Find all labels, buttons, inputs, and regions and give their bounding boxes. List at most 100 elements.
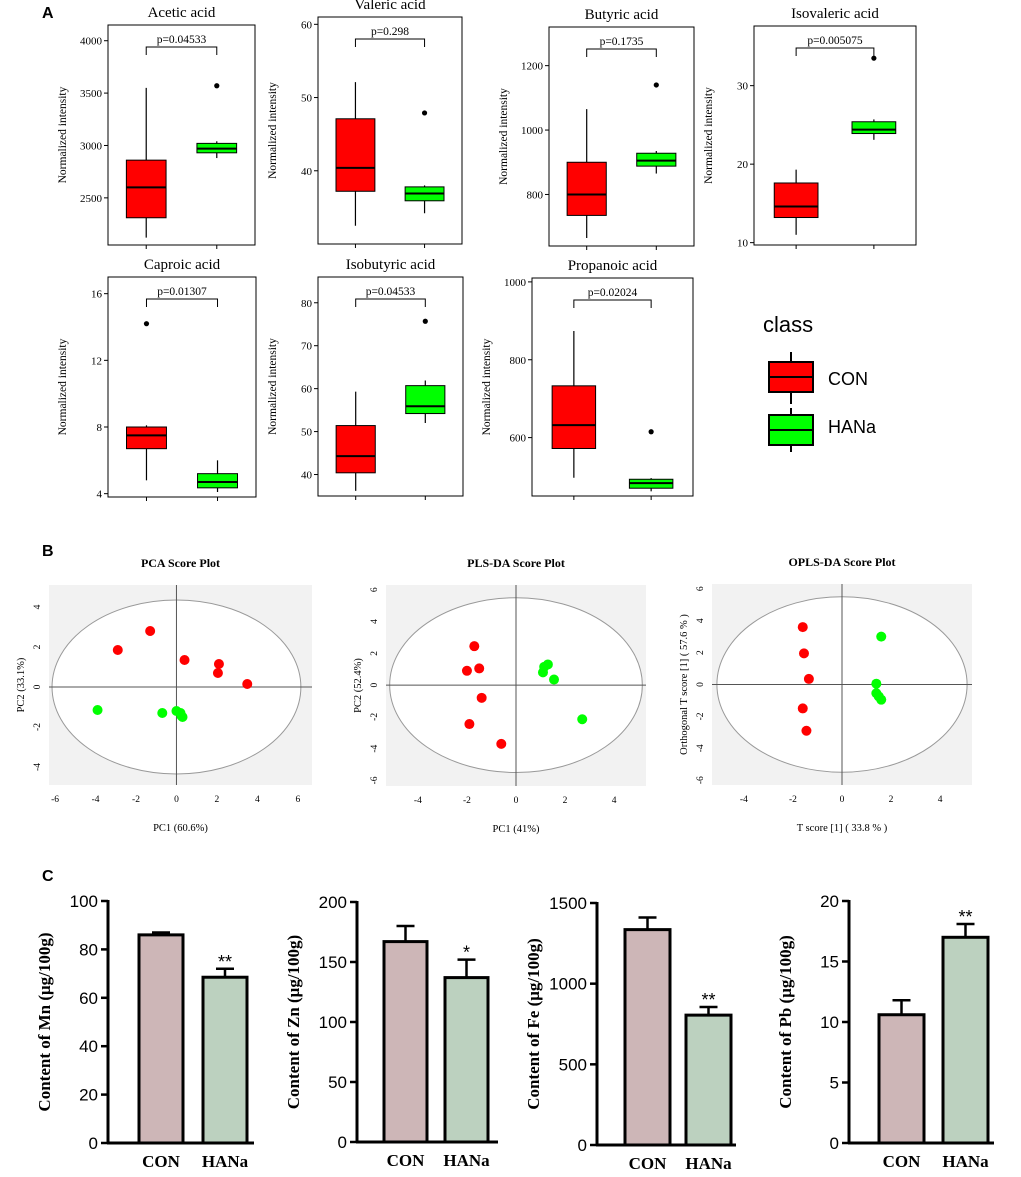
y-axis-label: Normalized intensity	[267, 82, 279, 179]
y-tick-label: 50	[301, 427, 313, 439]
y-tick-label: 40	[79, 1037, 98, 1056]
y-tick-label: -4	[370, 744, 380, 752]
y-tick-label: 1200	[521, 61, 544, 73]
plot-frame	[107, 24, 256, 246]
y-tick-label: 1500	[549, 894, 587, 913]
box-hana	[405, 385, 446, 415]
y-tick-label: 0	[33, 684, 43, 689]
plot-frame	[753, 25, 917, 246]
significance-mark: **	[218, 952, 232, 972]
category-label: CON	[629, 1154, 668, 1173]
x-tick-label: -4	[740, 795, 748, 805]
legend-hana-label: HANa	[828, 417, 877, 437]
significance-bracket	[795, 47, 875, 56]
y-tick-label: 100	[319, 1013, 347, 1032]
y-tick-label: 0	[830, 1134, 839, 1153]
point-con	[801, 725, 812, 736]
y-tick-label: 2	[370, 651, 380, 656]
bar-hana	[941, 935, 990, 1145]
y-tick-label: -2	[696, 712, 706, 720]
box-hana	[197, 473, 238, 489]
boxplot-propanoic: Propanoic acid Normalized intensity 600 800…	[481, 258, 694, 500]
y-tick-label: -4	[33, 763, 43, 771]
bar-con	[382, 940, 429, 1144]
y-tick-label: 2	[33, 644, 43, 649]
y-axis-label: Normalized intensity	[481, 338, 493, 435]
bar-hana	[684, 1013, 733, 1147]
y-tick-label: -6	[696, 776, 706, 784]
point-con	[179, 655, 190, 665]
y-tick-label: 5	[830, 1074, 839, 1093]
chart-title: PLS-DA Score Plot	[467, 556, 565, 570]
y-tick-label: 3500	[80, 88, 103, 100]
plot-frame	[548, 26, 695, 247]
y-tick-label: 10	[737, 238, 749, 250]
barchart-mn: 0 20 40 60 80 100 Content of Mn (μg/100g) CON **…	[35, 892, 254, 1171]
x-tick-label: -2	[789, 795, 797, 805]
y-tick-label: -2	[370, 713, 380, 721]
y-tick-label: 4	[97, 489, 103, 501]
y-tick-label: 20	[737, 159, 749, 171]
point-con	[797, 703, 808, 714]
outlier-point	[143, 321, 150, 327]
panel-label-a: A	[42, 5, 54, 22]
y-tick-label: 1000	[504, 277, 527, 289]
y-tick-label: 6	[696, 586, 706, 591]
y-tick-label: 0	[370, 682, 380, 687]
boxplot-isovaleric: Isovaleric acid Normalized intensity 10 20 3…	[703, 6, 917, 250]
y-axis-label: Content of Zn (μg/100g)	[284, 935, 303, 1109]
x-axis-label: PC1 (41%)	[493, 824, 540, 835]
x-tick-label: 0	[840, 795, 845, 805]
point-con	[145, 626, 156, 636]
p-value: p=0.04533	[157, 34, 207, 46]
x-tick-label: -6	[51, 795, 59, 805]
y-axis-label: Normalized intensity	[703, 87, 715, 184]
box-con	[551, 385, 597, 450]
y-tick-label: 600	[510, 433, 527, 445]
scoreplot-pca: PCA Score Plot -6 -4 -2 0 2 4 6 -4 -2 0 2 4 PC1 (60.6…	[16, 556, 312, 834]
y-tick-label: 40	[301, 470, 313, 482]
plot-frame	[317, 16, 463, 245]
point-con	[496, 738, 507, 749]
point-con	[213, 659, 224, 669]
scoreplot-plsda: PLS-DA Score Plot -4 -2 0 2 4 -6 -4 -2 0 2 4 6 PC1 (4…	[353, 556, 646, 835]
y-tick-label: -4	[696, 744, 706, 752]
chart-title: Valeric acid	[354, 0, 426, 13]
chart-title: Caproic acid	[144, 257, 221, 273]
y-tick-label: -6	[370, 776, 380, 784]
significance-mark: *	[463, 943, 470, 963]
panel-label-b: B	[42, 543, 54, 560]
plot-frame	[107, 276, 257, 498]
point-hana	[871, 678, 882, 689]
y-tick-label: 2	[696, 650, 706, 655]
category-label: HANa	[942, 1152, 989, 1171]
y-tick-label: 80	[79, 940, 98, 959]
point-hana	[157, 708, 168, 718]
bar-con	[623, 928, 672, 1147]
box-con	[126, 426, 167, 450]
point-hana	[876, 631, 887, 642]
x-tick-label: -4	[92, 795, 100, 805]
y-axis-label: Normalized intensity	[57, 338, 69, 435]
p-value: p=0.005075	[807, 35, 863, 47]
barchart-fe: 0 500 1000 1500 Content of Fe (μg/100g) CON **…	[524, 894, 736, 1173]
y-tick-label: 4	[696, 618, 706, 623]
chart-title: Isobutyric acid	[346, 257, 436, 273]
legend-con-label: CON	[828, 369, 868, 389]
x-tick-label: 2	[215, 795, 220, 805]
outlier-point	[214, 83, 220, 89]
significance-mark: **	[701, 990, 715, 1010]
y-tick-label: 50	[301, 93, 313, 105]
x-tick-label: -4	[414, 796, 422, 806]
y-tick-label: 16	[91, 289, 103, 301]
x-tick-label: -2	[463, 796, 471, 806]
y-tick-label: 800	[527, 189, 544, 201]
y-axis-label: Content of Pb (μg/100g)	[776, 935, 795, 1109]
point-hana	[176, 711, 187, 721]
y-tick-label: 800	[510, 355, 527, 367]
y-tick-label: 30	[737, 81, 749, 93]
significance-mark: **	[958, 907, 972, 927]
outlier-point	[421, 110, 428, 116]
y-tick-label: 15	[820, 953, 839, 972]
category-label: HANa	[443, 1151, 490, 1170]
